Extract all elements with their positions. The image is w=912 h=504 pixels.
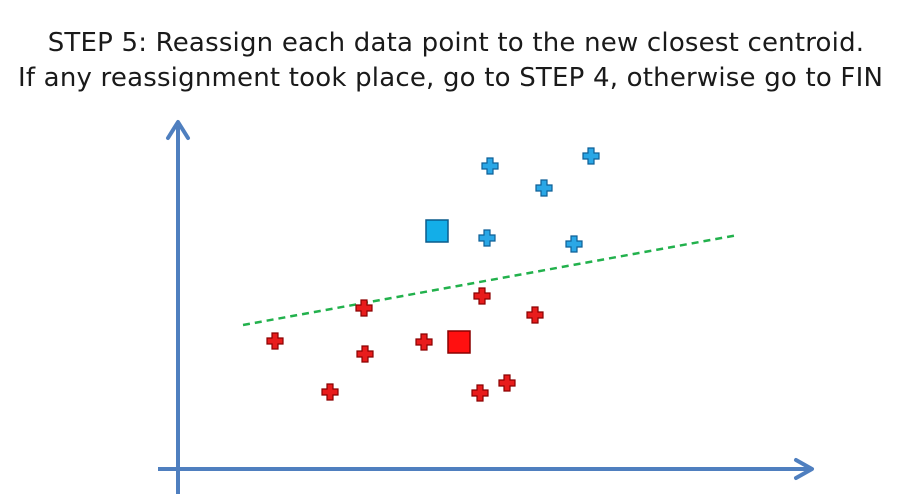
blue-data-point	[565, 235, 583, 253]
blue-data-point	[535, 179, 553, 197]
slide-title-line-2: If any reassignment took place, go to ST…	[18, 63, 884, 93]
x-axis-arrowhead	[794, 458, 814, 480]
blue-cluster-points	[478, 147, 600, 253]
red-cluster-points	[266, 287, 544, 402]
blue-data-point	[481, 157, 499, 175]
red-centroid	[447, 330, 471, 354]
red-data-point	[266, 332, 284, 350]
red-data-point	[356, 345, 374, 363]
red-data-point	[355, 299, 373, 317]
red-data-point	[415, 333, 433, 351]
red-data-point	[471, 384, 489, 402]
blue-data-point	[582, 147, 600, 165]
slide-title-line-1: STEP 5: Reassign each data point to the …	[47, 28, 865, 58]
red-data-point	[321, 383, 339, 401]
blue-centroid	[425, 219, 449, 243]
red-data-point	[526, 306, 544, 324]
cluster-boundary-line	[242, 233, 739, 327]
red-data-point	[498, 374, 516, 392]
blue-data-point	[478, 229, 496, 247]
y-axis-arrowhead	[166, 120, 190, 140]
red-data-point	[473, 287, 491, 305]
